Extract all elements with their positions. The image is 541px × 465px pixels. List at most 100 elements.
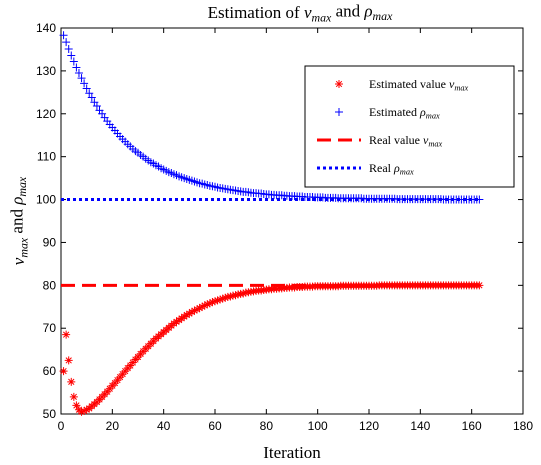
marker <box>203 300 212 309</box>
marker <box>198 302 207 311</box>
legend-label: Real value vmax​ <box>369 133 443 149</box>
marker <box>200 301 209 310</box>
y-tick-label: 100 <box>36 193 56 207</box>
marker <box>182 310 191 319</box>
marker <box>77 74 86 83</box>
text-part: and <box>331 1 364 20</box>
legend-label: Estimated value vmax​ <box>369 77 469 93</box>
subscript: max <box>400 168 414 177</box>
marker <box>82 84 91 93</box>
text-part: Real <box>369 161 394 175</box>
marker <box>69 392 78 401</box>
marker <box>67 51 76 60</box>
marker <box>216 295 225 304</box>
math-symbol: ρ <box>393 161 400 175</box>
y-tick-label: 50 <box>43 407 57 421</box>
marker <box>59 367 68 376</box>
marker <box>92 102 101 111</box>
x-axis-label: Iteration <box>263 443 321 462</box>
marker <box>72 401 81 410</box>
marker <box>218 294 227 303</box>
marker <box>190 306 199 315</box>
marker <box>193 305 202 314</box>
marker <box>64 45 73 54</box>
y-tick-label: 130 <box>36 64 56 78</box>
x-tick-label: 20 <box>106 419 120 433</box>
subscript: max <box>312 11 333 25</box>
text-part: Estimated value <box>369 77 449 91</box>
math-symbol: v <box>304 3 312 22</box>
x-tick-label: 180 <box>513 419 533 433</box>
legend-marker <box>335 80 343 88</box>
math-symbol: v <box>9 257 28 265</box>
marker <box>169 319 178 328</box>
y-axis-label: vmax​ and ρmax​ <box>7 176 30 265</box>
marker <box>205 299 214 308</box>
marker <box>59 31 68 40</box>
marker <box>62 38 71 47</box>
x-tick-label: 120 <box>359 419 379 433</box>
marker <box>185 309 194 318</box>
text-part: and <box>7 205 26 238</box>
marker <box>177 314 186 323</box>
marker <box>85 89 94 98</box>
marker <box>82 405 91 414</box>
marker <box>195 304 204 313</box>
marker <box>69 57 78 66</box>
marker <box>208 298 217 307</box>
marker <box>62 330 71 339</box>
y-tick-label: 90 <box>43 235 57 249</box>
marker <box>239 289 248 298</box>
marker <box>72 63 81 72</box>
subscript: max <box>373 9 394 23</box>
y-tick-label: 70 <box>43 321 57 335</box>
x-tick-label: 40 <box>157 419 171 433</box>
marker <box>74 69 83 78</box>
math-symbol: ρ <box>7 197 26 206</box>
y-tick-label: 110 <box>37 150 56 164</box>
text-part: Estimated <box>369 105 420 119</box>
marker <box>172 317 181 326</box>
x-tick-label: 160 <box>462 419 482 433</box>
subscript: max <box>426 112 440 121</box>
legend-box <box>304 65 515 188</box>
y-tick-label: 60 <box>43 364 57 378</box>
subscript: max <box>15 176 29 197</box>
marker <box>175 316 184 325</box>
marker <box>226 292 235 301</box>
x-tick-label: 60 <box>208 419 222 433</box>
marker <box>67 377 76 386</box>
marker <box>211 297 219 306</box>
math-symbol: ρ <box>363 1 372 20</box>
marker <box>221 293 230 302</box>
x-tick-label: 140 <box>410 419 430 433</box>
x-tick-label: 100 <box>308 419 328 433</box>
legend-label: Real ρmax​ <box>369 161 414 177</box>
marker <box>64 356 73 365</box>
marker <box>187 307 196 316</box>
subscript: max <box>454 84 468 93</box>
chart-title: Estimation of vmax​ and ρmax​ <box>208 1 393 24</box>
subscript: max <box>428 140 442 149</box>
legend-label: Estimated ρmax​ <box>369 105 440 121</box>
text-part: Real value <box>369 133 423 147</box>
text-part: Iteration <box>263 443 321 462</box>
marker <box>180 312 189 321</box>
text-part: Estimation of <box>208 3 304 22</box>
marker <box>231 291 240 300</box>
math-symbol: v <box>449 77 455 91</box>
x-tick-label: 0 <box>58 419 65 433</box>
y-tick-label: 120 <box>36 107 56 121</box>
y-tick-label: 140 <box>36 21 56 35</box>
subscript: max <box>17 237 31 258</box>
math-symbol: v <box>423 133 429 147</box>
marker <box>77 407 86 416</box>
marker <box>87 93 96 102</box>
y-tick-label: 80 <box>43 278 57 292</box>
marker <box>80 406 89 415</box>
marker <box>80 79 89 88</box>
math-symbol: ρ <box>419 105 426 119</box>
legend-marker <box>335 108 343 116</box>
x-tick-label: 80 <box>260 419 274 433</box>
